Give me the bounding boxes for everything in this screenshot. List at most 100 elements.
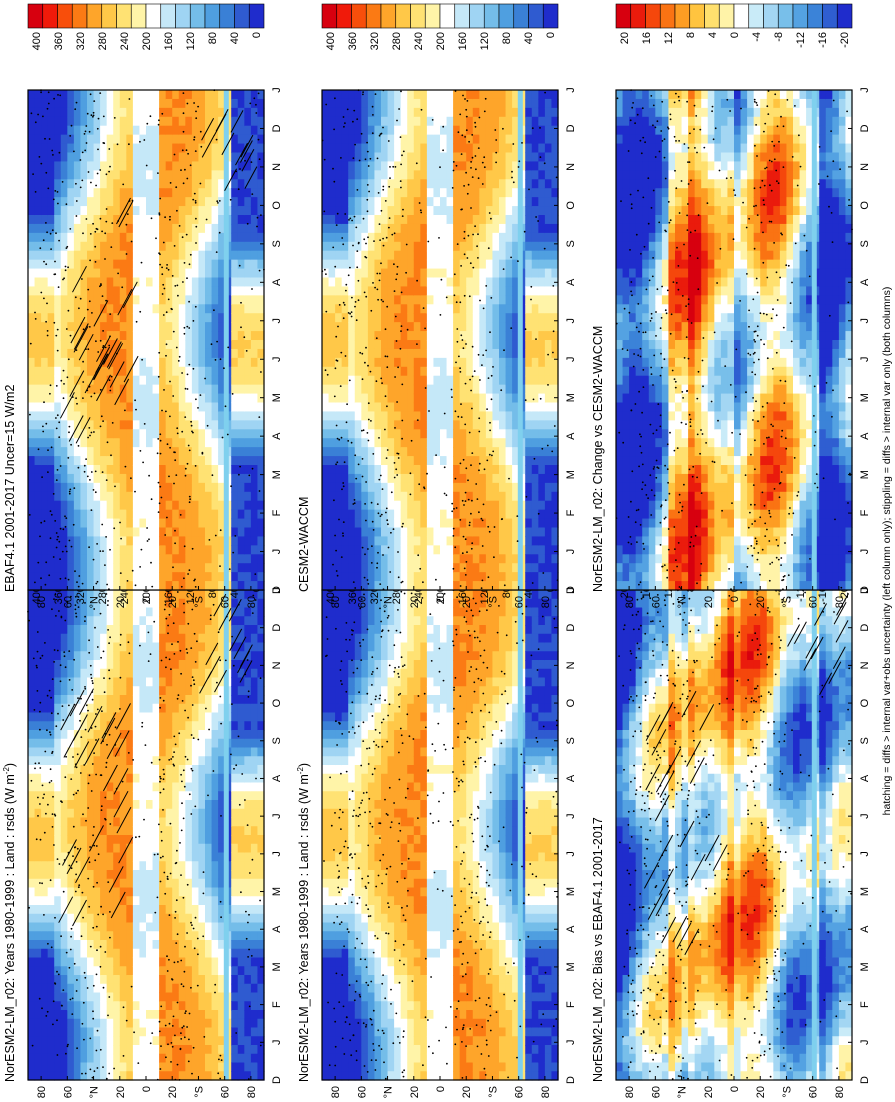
field-cell [198,747,206,757]
field-cell [381,913,389,924]
field-cell [87,896,95,906]
field-cell [440,765,448,775]
field-cell [172,695,180,705]
field-cell [453,747,461,757]
field-cell [374,826,382,836]
field-cell [132,905,141,915]
field-cell [485,966,494,976]
field-cell [407,940,415,950]
field-cell [60,721,68,731]
field-cell [453,1045,461,1055]
stipple-dot [82,1001,85,1004]
field-cell [525,878,533,889]
field-cell [47,633,55,644]
field-cell [426,695,435,705]
field-cell [525,642,533,652]
stipple-dot [75,612,77,615]
field-cell [237,931,245,941]
field-cell [67,1001,75,1011]
field-cell [361,808,369,819]
stipple-dot [147,660,150,662]
field-cell [499,1045,507,1055]
stipple-dot [473,919,476,921]
stipple-dot [191,704,194,706]
field-cell [433,782,441,792]
stipple-dot [463,763,465,766]
field-cell [211,1045,219,1055]
field-cell [512,940,520,950]
field-cell [479,721,487,731]
field-cell [492,1036,500,1046]
field-cell [361,940,369,950]
field-cell [367,905,376,915]
stipple-dot [347,931,350,933]
field-cell [47,598,55,609]
stipple-dot [38,997,41,1000]
field-cell [218,633,226,644]
field-cell [531,773,539,784]
field-cell [47,782,55,792]
field-cell [381,861,389,871]
stipple-dot [163,608,166,611]
field-cell [185,633,193,644]
field-cell [544,835,553,845]
field-cell [459,773,467,784]
field-cell [492,668,500,679]
field-cell [211,835,219,845]
field-cell [538,835,546,845]
field-cell [119,940,127,950]
lat-tick-label: 20 [167,1086,179,1098]
field-cell [525,1045,533,1055]
field-cell [341,791,349,801]
hatch-line [108,866,124,893]
field-cell [47,1071,55,1081]
field-cell [198,1001,206,1011]
field-cell [106,1053,114,1064]
field-cell [348,1062,356,1072]
field-cell [250,668,259,679]
field-cell [159,905,167,915]
field-cell [453,695,461,705]
field-cell [119,1062,127,1072]
stipple-dot [196,937,199,940]
field-cell [361,747,369,757]
stipple-dot [406,787,409,790]
field-cell [73,905,82,915]
field-cell [132,826,141,836]
field-cell [165,1062,173,1072]
field-cell [178,782,186,792]
field-cell [413,660,421,670]
field-cell [544,983,553,994]
field-cell [54,931,62,941]
field-cell [505,677,513,687]
field-cell [198,756,206,766]
field-cell [106,931,114,941]
stipple-dot [553,617,556,620]
field-cell [525,1053,533,1064]
field-cell [499,957,507,967]
field-cell [211,957,219,967]
field-cell [178,712,186,722]
field-cell [191,861,200,871]
field-cell [119,922,127,932]
field-cell [466,703,474,714]
field-cell [172,773,180,784]
field-cell [41,843,49,854]
field-cell [250,817,259,827]
field-cell [433,668,441,679]
stipple-dot [251,858,254,861]
field-cell [381,668,389,679]
stipple-dot [431,743,434,746]
stipple-dot [346,650,348,653]
field-cell [191,992,200,1002]
field-cell [525,782,533,792]
field-cell [119,642,127,652]
stipple-dot [58,863,61,865]
field-cell [119,1001,127,1011]
stipple-dot [190,986,192,989]
field-cell [361,1062,369,1072]
field-cell [113,975,121,985]
field-cell [178,677,186,687]
field-cell [257,861,265,871]
field-cell [453,843,461,854]
